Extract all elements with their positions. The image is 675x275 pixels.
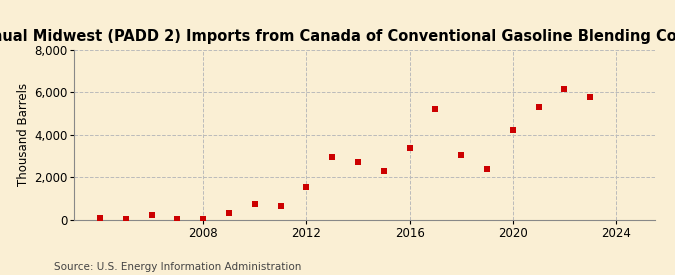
- Point: [508, 128, 518, 132]
- Point: [250, 202, 261, 207]
- Point: [430, 107, 441, 111]
- Point: [482, 167, 493, 171]
- Point: [275, 203, 286, 208]
- Title: Annual Midwest (PADD 2) Imports from Canada of Conventional Gasoline Blending Co: Annual Midwest (PADD 2) Imports from Can…: [0, 29, 675, 44]
- Point: [146, 213, 157, 218]
- Point: [301, 185, 312, 189]
- Point: [559, 87, 570, 91]
- Point: [379, 169, 389, 174]
- Text: Source: U.S. Energy Information Administration: Source: U.S. Energy Information Administ…: [54, 262, 301, 272]
- Point: [456, 153, 466, 157]
- Point: [198, 216, 209, 221]
- Point: [585, 95, 595, 100]
- Point: [120, 217, 131, 221]
- Point: [352, 160, 363, 165]
- Point: [172, 216, 183, 221]
- Point: [533, 105, 544, 110]
- Y-axis label: Thousand Barrels: Thousand Barrels: [17, 83, 30, 186]
- Point: [327, 155, 338, 159]
- Point: [223, 211, 234, 215]
- Point: [95, 216, 105, 220]
- Point: [404, 146, 415, 150]
